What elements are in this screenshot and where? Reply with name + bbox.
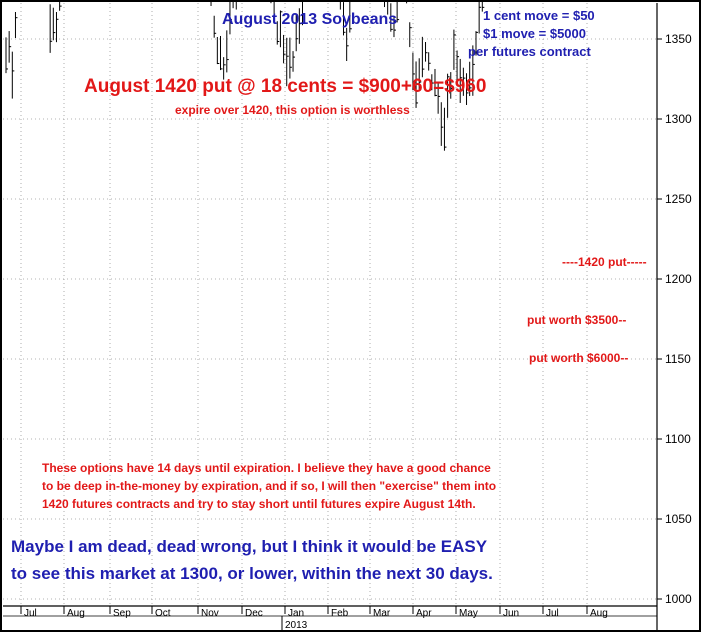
y-tick-label: 1350 [665, 32, 692, 46]
x-tick-label: Apr [416, 608, 432, 619]
marker-1420-label: ----1420 put----- [562, 255, 647, 269]
contract-note-line-2: $1 move = $5000 [483, 26, 586, 41]
x-tick-label: Jan [288, 608, 304, 619]
axis-layer: 1000105011001150120012501300135014001450… [3, 3, 692, 631]
x-tick-label: Aug [67, 608, 85, 619]
x-tick-label: Feb [331, 608, 349, 619]
x-tick-label: Jul [24, 608, 37, 619]
note-line-2: to be deep in-the-money by expiration, a… [42, 479, 497, 493]
big-note-line-2: to see this market at 1300, or lower, wi… [11, 564, 493, 583]
x-tick-label: Sep [113, 608, 131, 619]
x-tick-label: Aug [590, 608, 608, 619]
x-tick-label: May [459, 608, 478, 619]
contract-note-line-3: per futures contract [468, 44, 591, 59]
x-tick-label: Jul [546, 608, 559, 619]
y-tick-label: 1300 [665, 112, 692, 126]
big-note-line-1: Maybe I am dead, dead wrong, but I think… [11, 537, 488, 556]
note-line-1: These options have 14 days until expirat… [42, 461, 491, 475]
subheadline: expire over 1420, this option is worthle… [175, 103, 410, 117]
chart-title: August 2013 Soybeans [222, 11, 398, 28]
marker-3500-label: put worth $3500-- [527, 313, 627, 327]
y-tick-label: 1100 [665, 432, 691, 446]
contract-note-line-1: 1 cent move = $50 [483, 8, 595, 23]
headline: August 1420 put @ 18 cents = $900+60=$96… [84, 76, 487, 97]
grid-layer [3, 3, 657, 606]
note-line-3: 1420 futures contracts and try to stay s… [42, 497, 476, 511]
y-tick-label: 1250 [665, 192, 692, 206]
x-tick-label: Mar [373, 608, 391, 619]
year-label: 2013 [285, 620, 308, 631]
y-tick-label: 1200 [665, 272, 692, 286]
y-tick-label: 1150 [665, 352, 691, 366]
marker-6000-label: put worth $6000-- [529, 351, 629, 365]
y-tick-label: 1050 [665, 512, 692, 526]
x-tick-label: Oct [155, 608, 171, 619]
y-tick-label: 1000 [665, 592, 692, 606]
price-bars-layer [5, 0, 485, 151]
x-tick-label: Jun [503, 608, 519, 619]
x-tick-label: Nov [201, 608, 219, 619]
x-tick-label: Dec [245, 608, 263, 619]
